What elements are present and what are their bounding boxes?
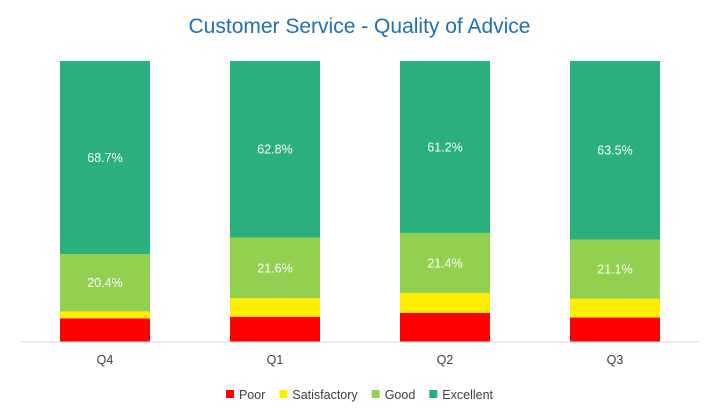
- bar-excellent-q1: [230, 61, 320, 238]
- chart-title: Customer Service - Quality of Advice: [189, 15, 531, 38]
- legend-swatch-good: [371, 390, 380, 398]
- data-label-good-q2: 21.4%: [427, 257, 462, 271]
- x-tick-label-q3: Q3: [607, 353, 624, 367]
- bar-excellent-q3: [570, 61, 660, 240]
- bar-satisfactory-q2: [400, 293, 490, 313]
- data-label-excellent-q2: 61.2%: [427, 140, 462, 154]
- legend-label-excellent: Excellent: [442, 388, 493, 402]
- data-label-good-q1: 21.6%: [257, 261, 292, 275]
- bar-satisfactory-q4: [60, 311, 150, 319]
- bar-satisfactory-q3: [570, 298, 660, 318]
- legend-swatch-satisfactory: [279, 390, 288, 398]
- legend: Poor Satisfactory Good Excellent: [225, 388, 494, 402]
- bar-poor-q1: [230, 316, 320, 342]
- bar-good-q4: [60, 254, 150, 312]
- data-label-excellent-q1: 62.8%: [257, 143, 292, 157]
- x-tick-label-q2: Q2: [437, 353, 454, 367]
- legend-swatch-poor: [225, 390, 234, 398]
- bar-satisfactory-q1: [230, 298, 320, 317]
- legend-label-poor: Poor: [239, 388, 265, 402]
- bar-poor-q4: [60, 318, 150, 342]
- x-tick-label-q1: Q1: [267, 353, 284, 367]
- data-label-good-q3: 21.1%: [597, 263, 632, 277]
- plot-area: 20.4% 68.7% 21.6% 62.8% 21.4% 61.2% 21.1% 63.5%: [60, 61, 660, 342]
- legend-swatch-excellent: [429, 390, 438, 398]
- bar-good-q3: [570, 239, 660, 299]
- data-label-excellent-q4: 68.7%: [87, 151, 122, 165]
- bar-excellent-q2: [400, 61, 490, 233]
- bar-poor-q2: [400, 312, 490, 342]
- data-label-good-q4: 20.4%: [87, 276, 122, 290]
- x-axis-ticks: Q4 Q1 Q2 Q3: [97, 353, 624, 367]
- bar-poor-q3: [570, 317, 660, 342]
- legend-label-good: Good: [385, 388, 416, 402]
- data-label-excellent-q3: 63.5%: [597, 144, 632, 158]
- bar-excellent-q4: [60, 61, 150, 255]
- bar-good-q1: [230, 237, 320, 299]
- bar-good-q2: [400, 232, 490, 294]
- legend-label-satisfactory: Satisfactory: [292, 388, 358, 402]
- x-tick-label-q4: Q4: [97, 353, 114, 367]
